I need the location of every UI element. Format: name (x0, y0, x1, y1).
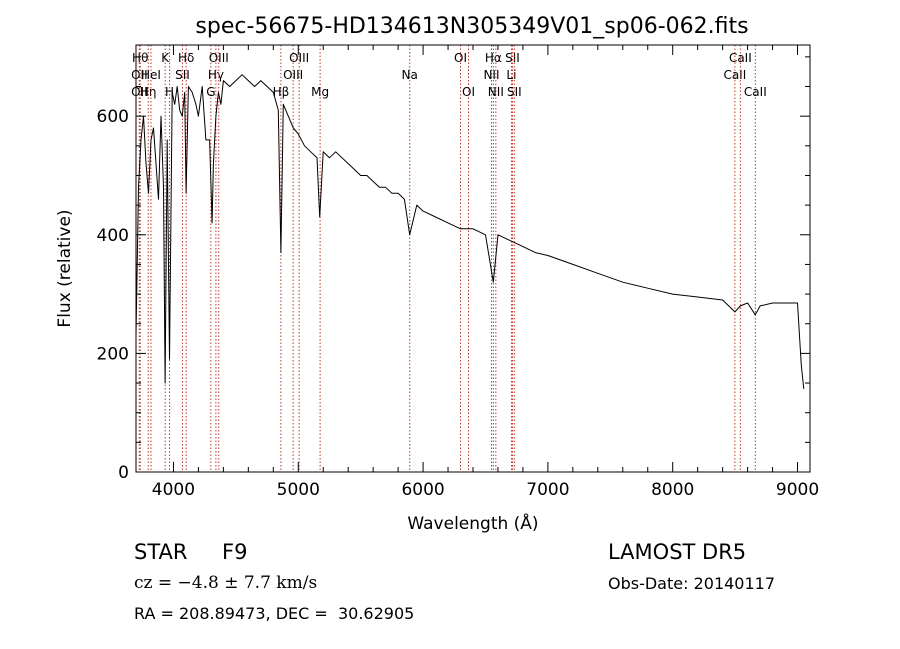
y-tick-label: 0 (118, 463, 129, 483)
line-label: Hη (140, 85, 157, 99)
line-label: Mg (311, 85, 329, 99)
x-tick-label: 4000 (152, 480, 195, 500)
line-label: SII (175, 68, 190, 82)
x-tick-label: 6000 (401, 480, 444, 500)
line-label: Hγ (208, 68, 224, 82)
line-label: Na (402, 68, 418, 82)
line-label: SII (505, 51, 520, 65)
line-label: OI (462, 85, 475, 99)
x-axis-label: Wavelength (Å) (407, 512, 538, 534)
line-label: NII (488, 85, 504, 99)
line-markers: HθOIIOIIHηHeIKHSIIHδGHγOIIIHβOIIIOIIIMgN… (131, 45, 767, 472)
line-label: CaII (723, 68, 746, 82)
spectrum-line (135, 74, 805, 390)
line-label: OIII (289, 51, 309, 65)
line-label: Hβ (273, 85, 290, 99)
line-label: OIII (283, 68, 303, 82)
line-label: OII (131, 68, 148, 82)
spectrum-series (135, 74, 805, 390)
y-tick-label: 400 (97, 226, 129, 246)
x-tick-label: 5000 (277, 480, 320, 500)
line-label: OI (454, 51, 467, 65)
line-label: G (206, 85, 215, 99)
line-label: K (161, 51, 170, 65)
axis-ticks: 4000 5000 6000 7000 8000 9000 0 200 400 600 (97, 45, 819, 500)
line-label: CaII (744, 85, 767, 99)
y-tick-label: 600 (97, 107, 129, 127)
object-class: STAR (134, 540, 188, 564)
survey-label: LAMOST DR5 (608, 540, 747, 564)
line-label: Hδ (178, 51, 194, 65)
line-label: HeI (141, 68, 161, 82)
spectral-subclass: F9 (222, 540, 248, 564)
spectrum-chart: spec-56675-HD134613N305349V01_sp06-062.f… (55, 14, 819, 534)
line-label: Li (506, 68, 516, 82)
observation-date: Obs-Date: 20140117 (608, 574, 776, 593)
line-label: Hθ (132, 51, 148, 65)
x-tick-label: 7000 (526, 480, 569, 500)
coordinates: RA = 208.89473, DEC = 30.62905 (134, 604, 415, 623)
plot-frame (135, 44, 811, 473)
line-label: OIII (209, 51, 229, 65)
x-tick-label: 8000 (651, 480, 694, 500)
x-tick-label: 9000 (776, 480, 819, 500)
chart-title: spec-56675-HD134613N305349V01_sp06-062.f… (195, 14, 748, 39)
y-tick-label: 200 (97, 344, 129, 364)
line-label: CaII (729, 51, 752, 65)
line-label: SII (507, 85, 522, 99)
line-label: NII (483, 68, 499, 82)
y-axis-label: Flux (relative) (55, 209, 75, 327)
line-label: H (165, 85, 174, 99)
redshift-velocity: cz = −4.8 ± 7.7 km/s (134, 573, 318, 593)
line-label: Hα (485, 51, 502, 65)
line-label: OII (131, 85, 148, 99)
